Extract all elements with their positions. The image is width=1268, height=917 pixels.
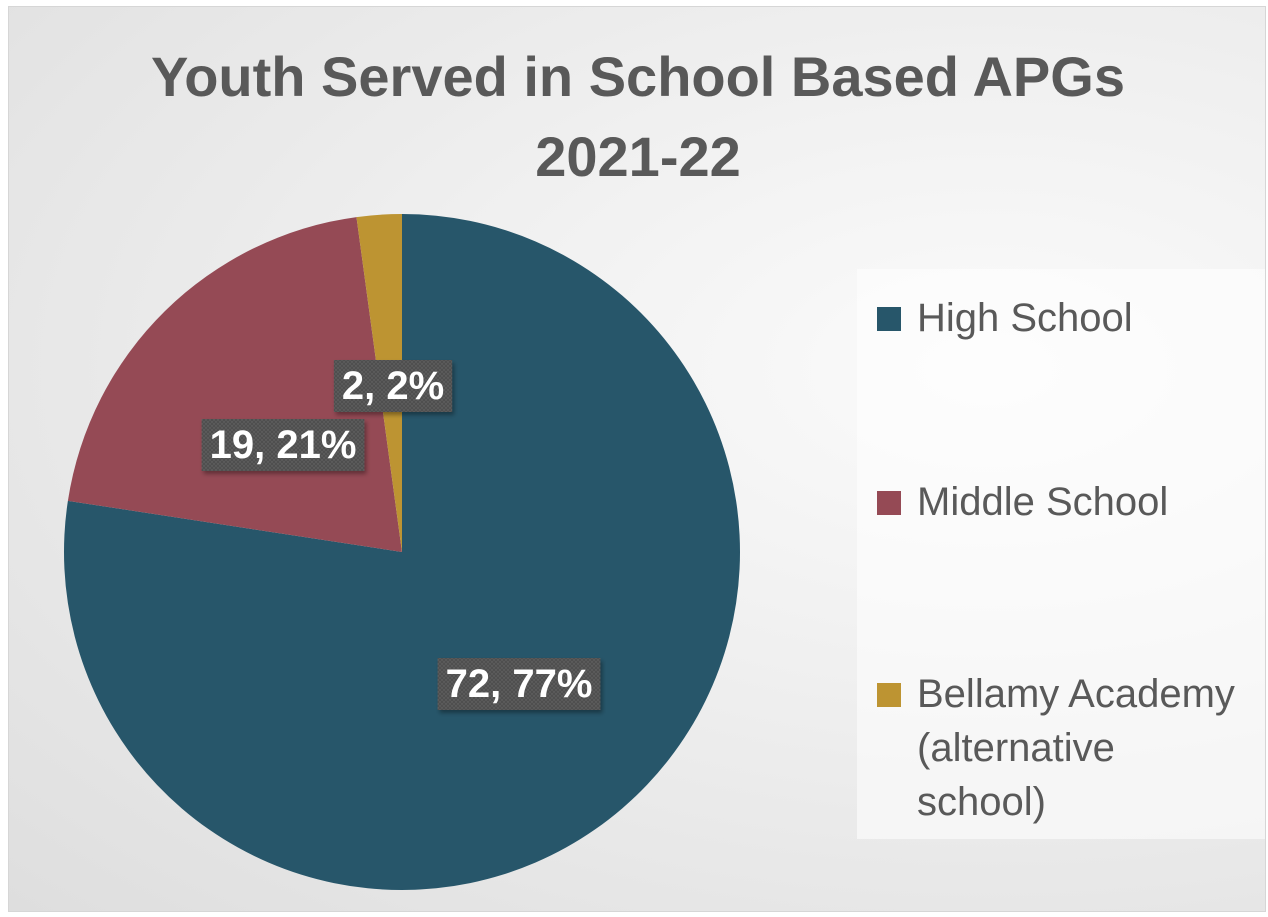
data-label-box-high-school	[437, 658, 601, 710]
chart-title-line-1: Youth Served in School Based APGs	[151, 45, 1125, 108]
chart-title-line-2: 2021-22	[535, 125, 741, 188]
legend-item-bellamy-academy: Bellamy Academy (alternative school)	[877, 667, 1265, 829]
data-label-high-school: 72, 77%	[437, 658, 601, 710]
legend-label-middle-school: Middle School	[917, 475, 1265, 529]
legend-label-line: Bellamy Academy	[917, 672, 1235, 716]
data-label-box-bellamy-academy	[333, 360, 453, 412]
legend-swatch-high-school	[877, 307, 901, 331]
pie-chart: 72, 77% 19, 21% 2, 2%	[64, 214, 741, 890]
legend-label-line: Middle School	[917, 480, 1169, 524]
legend: High School Middle School Bellamy Academ…	[857, 269, 1265, 839]
legend-item-high-school: High School	[877, 291, 1265, 345]
data-label-box-middle-school	[201, 419, 365, 471]
legend-label-line: High School	[917, 296, 1133, 340]
chart-title: Youth Served in School Based APGs 2021-2…	[9, 37, 1265, 197]
legend-item-middle-school: Middle School	[877, 475, 1265, 529]
legend-label-line: school)	[917, 780, 1046, 824]
legend-label-bellamy-academy: Bellamy Academy (alternative school)	[917, 667, 1265, 829]
legend-swatch-bellamy-academy	[877, 683, 901, 707]
data-label-text-high-school: 72, 77%	[446, 662, 593, 706]
data-label-middle-school: 19, 21%	[201, 419, 365, 471]
legend-label-high-school: High School	[917, 291, 1265, 345]
data-label-text-bellamy-academy: 2, 2%	[342, 364, 444, 408]
data-label-text-middle-school: 19, 21%	[210, 423, 357, 467]
legend-swatch-middle-school	[877, 491, 901, 515]
data-label-bellamy-academy: 2, 2%	[333, 360, 453, 412]
legend-label-line: (alternative	[917, 726, 1115, 770]
chart-area: Youth Served in School Based APGs 2021-2…	[8, 6, 1266, 912]
